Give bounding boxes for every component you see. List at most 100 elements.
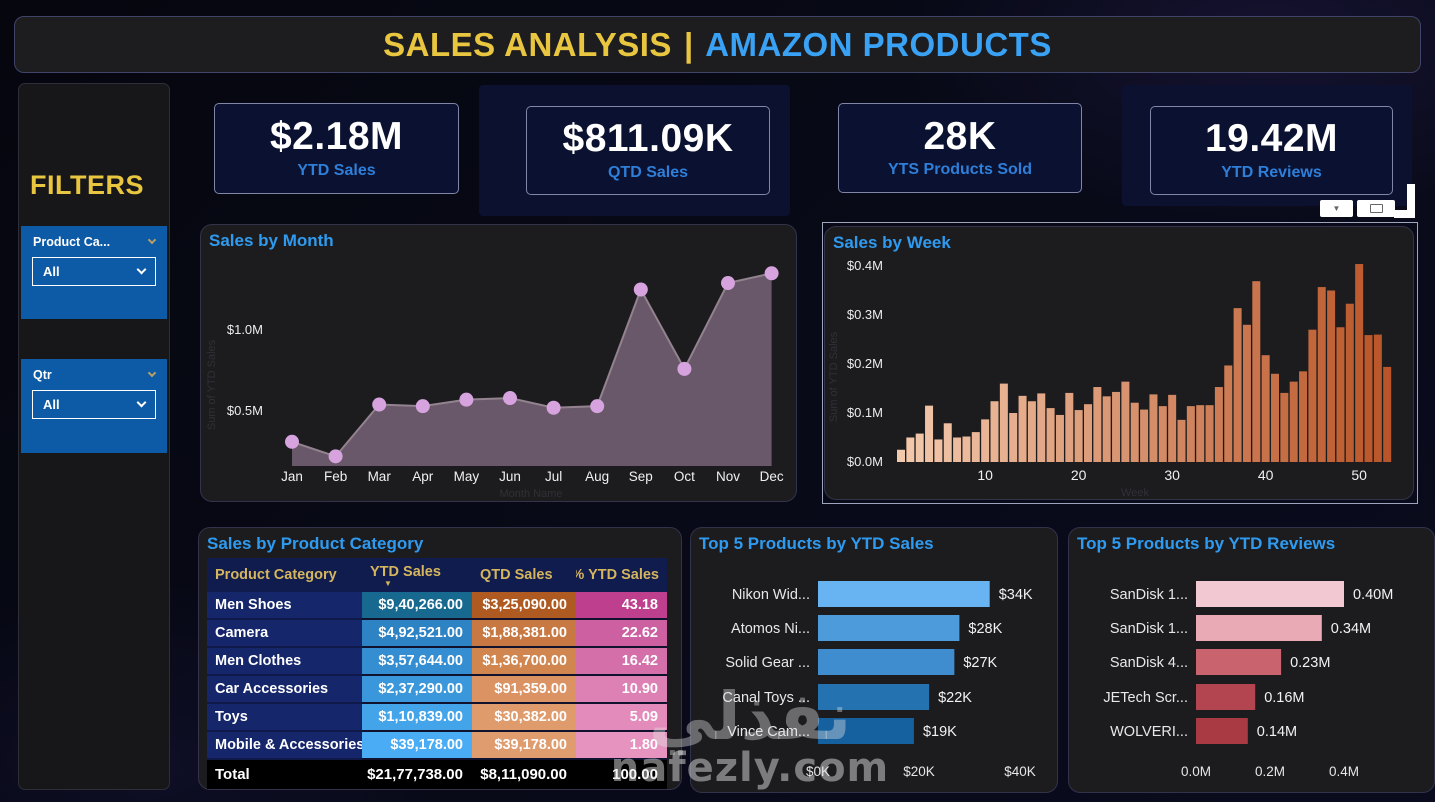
- chevron-down-icon[interactable]: [147, 368, 157, 378]
- column-header[interactable]: YTD Sales ▼: [362, 558, 472, 592]
- table-total-label: Total: [207, 760, 362, 789]
- panel-top5-ytd-reviews: Top 5 Products by YTD Reviews SanDisk 1.…: [1068, 527, 1435, 793]
- chart-title: Top 5 Products by YTD Reviews: [1077, 534, 1336, 553]
- table-cell-qtd[interactable]: $30,382.00: [472, 704, 576, 732]
- column-header-label: QTD Sales: [480, 567, 553, 583]
- title-primary: SALES ANALYSIS: [383, 25, 672, 63]
- table-cell-category[interactable]: Mobile & Accessories: [207, 732, 362, 760]
- table-cell-pct[interactable]: 10.90: [576, 676, 667, 704]
- table-cell-ytd[interactable]: $9,40,266.00: [362, 592, 472, 620]
- svg-text:$19K: $19K: [923, 724, 957, 740]
- svg-text:SanDisk 1...: SanDisk 1...: [1110, 587, 1188, 603]
- slicer-label: Product Ca...: [33, 235, 111, 249]
- table-cell-pct[interactable]: 22.62: [576, 620, 667, 648]
- table-cell-pct[interactable]: 43.18: [576, 592, 667, 620]
- table-cell-ytd[interactable]: $4,92,521.00: [362, 620, 472, 648]
- svg-text:Mar: Mar: [368, 469, 392, 484]
- svg-text:Month Name: Month Name: [500, 488, 563, 500]
- svg-text:0.14M: 0.14M: [1257, 724, 1297, 740]
- svg-text:$0.0M: $0.0M: [847, 454, 883, 469]
- panel-sales-by-week: Sales by Week Sum of YTD Sales $0.0M $0.1M…: [824, 226, 1414, 500]
- svg-text:20: 20: [1071, 467, 1087, 483]
- qtr-dropdown[interactable]: All: [32, 390, 156, 419]
- svg-text:$40K: $40K: [1004, 764, 1036, 779]
- svg-text:Sum of YTD Sales: Sum of YTD Sales: [206, 339, 218, 430]
- table-title: Sales by Product Category: [207, 534, 424, 553]
- chevron-down-icon: [136, 397, 147, 408]
- kpi-card-qtd-sales: $811.09K QTD Sales: [526, 106, 770, 195]
- kpi-card-yts-products-sold: 28K YTS Products Sold: [838, 103, 1082, 193]
- table-cell-category[interactable]: Camera: [207, 620, 362, 648]
- corner-handle[interactable]: [1394, 210, 1415, 218]
- column-header-label: YTD Sales: [370, 563, 441, 580]
- sales-by-week-chart[interactable]: Sum of YTD Sales $0.0M $0.1M $0.2M $0.3M $0.4…: [825, 227, 1415, 501]
- selection-frame: [822, 222, 1418, 504]
- table-cell-ytd[interactable]: $1,10,839.00: [362, 704, 472, 732]
- svg-text:Jul: Jul: [545, 469, 562, 484]
- svg-text:$28K: $28K: [968, 621, 1002, 637]
- sort-desc-icon: ▼: [384, 578, 392, 588]
- svg-text:Dec: Dec: [760, 469, 784, 484]
- column-header[interactable]: % YTD Sales: [576, 558, 667, 592]
- table-cell-qtd[interactable]: $39,178.00: [472, 732, 576, 760]
- table-cell-qtd[interactable]: $1,36,700.00: [472, 648, 576, 676]
- svg-text:50: 50: [1351, 467, 1367, 483]
- svg-text:$34K: $34K: [999, 587, 1033, 603]
- column-header[interactable]: QTD Sales: [472, 558, 576, 592]
- table-cell-pct[interactable]: 1.80: [576, 732, 667, 760]
- kpi-value: 19.42M: [1204, 117, 1339, 161]
- table-cell-qtd[interactable]: $3,25,090.00: [472, 592, 576, 620]
- table-cell-pct[interactable]: 5.09: [576, 704, 667, 732]
- slicer-label: Qtr: [33, 368, 52, 382]
- svg-text:JETech Scr...: JETech Scr...: [1103, 690, 1188, 706]
- svg-text:$0.2M: $0.2M: [847, 356, 883, 371]
- svg-text:Oct: Oct: [674, 469, 695, 484]
- chevron-down-icon[interactable]: [147, 235, 157, 245]
- svg-text:0.0M: 0.0M: [1181, 764, 1211, 779]
- svg-text:SanDisk 4...: SanDisk 4...: [1110, 655, 1188, 671]
- svg-text:30: 30: [1164, 467, 1180, 483]
- table-cell-category[interactable]: Car Accessories: [207, 676, 362, 704]
- column-header[interactable]: Product Category: [207, 558, 362, 592]
- svg-text:Feb: Feb: [324, 469, 347, 484]
- chart-title: Top 5 Products by YTD Sales: [699, 534, 934, 553]
- table-cell-qtd[interactable]: $91,359.00: [472, 676, 576, 704]
- svg-text:Apr: Apr: [412, 469, 434, 484]
- chevron-down-icon: [136, 264, 147, 275]
- panel-sales-by-month: Sales by Month Sum of YTD Sales $0.5M $1.0…: [200, 224, 797, 502]
- table-cell-category[interactable]: Toys: [207, 704, 362, 732]
- table-cell-ytd[interactable]: $39,178.00: [362, 732, 472, 760]
- svg-text:$20K: $20K: [903, 764, 935, 779]
- table-cell-category[interactable]: Men Clothes: [207, 648, 362, 676]
- table-cell-pct[interactable]: 16.42: [576, 648, 667, 676]
- sales-by-month-chart[interactable]: Sum of YTD Sales $0.5M $1.0M Jan Feb Mar Apr Ma…: [201, 225, 798, 503]
- kpi-card-ytd-reviews: 19.42M YTD Reviews: [1150, 106, 1393, 195]
- svg-text:$0.5M: $0.5M: [227, 403, 263, 418]
- chart-title: Sales by Week: [833, 233, 951, 252]
- focus-mode-icon[interactable]: [1357, 200, 1395, 217]
- product-category-dropdown[interactable]: All: [32, 257, 156, 286]
- table-cell-category[interactable]: Men Shoes: [207, 592, 362, 620]
- table-cell-qtd[interactable]: $1,88,381.00: [472, 620, 576, 648]
- table-cell-ytd[interactable]: $2,37,290.00: [362, 676, 472, 704]
- svg-text:$0.3M: $0.3M: [847, 307, 883, 322]
- svg-text:Aug: Aug: [585, 469, 609, 484]
- table-total-qtd: $8,11,090.00: [472, 760, 576, 789]
- svg-text:40: 40: [1258, 467, 1274, 483]
- slicer-qtr: Qtr All: [21, 359, 167, 453]
- corner-handle[interactable]: [1407, 184, 1415, 218]
- top5-ytd-reviews-chart[interactable]: SanDisk 1... 0.40M SanDisk 1... 0.34M SanDis…: [1069, 528, 1435, 794]
- svg-text:Sep: Sep: [629, 469, 653, 484]
- panel-top5-ytd-sales: Top 5 Products by YTD Sales Nikon Wid...…: [690, 527, 1058, 793]
- kpi-label: YTD Sales: [297, 161, 376, 179]
- svg-text:Vince Cam...: Vince Cam...: [727, 724, 810, 740]
- svg-text:WOLVERI...: WOLVERI...: [1110, 724, 1188, 740]
- table-cell-ytd[interactable]: $3,57,644.00: [362, 648, 472, 676]
- svg-text:$0.1M: $0.1M: [847, 405, 883, 420]
- top5-ytd-sales-chart[interactable]: Nikon Wid... $34K Atomos Ni... $28K Solid Ge…: [691, 528, 1059, 794]
- kpi-card-ytd-sales: $2.18M YTD Sales: [214, 103, 459, 194]
- filter-icon[interactable]: ▼: [1320, 200, 1353, 217]
- svg-text:May: May: [454, 469, 480, 484]
- svg-text:$22K: $22K: [938, 690, 972, 706]
- svg-text:$1.0M: $1.0M: [227, 322, 263, 337]
